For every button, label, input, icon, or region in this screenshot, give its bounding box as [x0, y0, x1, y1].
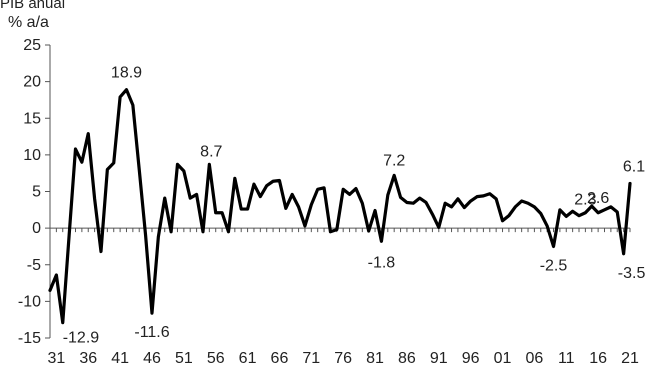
x-tick-label: 96: [462, 350, 480, 367]
y-tick-label: 5: [32, 184, 41, 201]
x-tick-label: 06: [525, 350, 543, 367]
x-tick-label: 11: [558, 350, 575, 367]
x-tick-label: 61: [239, 350, 257, 367]
y-axis-unit-label: % a/a: [8, 14, 49, 31]
y-tick-label: -10: [18, 293, 41, 310]
data-label: 6.1: [623, 158, 645, 175]
data-label: 8.7: [200, 143, 222, 160]
axes: [49, 45, 630, 338]
data-label: 2.6: [587, 190, 609, 207]
x-tick-label: 31: [47, 350, 65, 367]
y-tick-label: 25: [23, 37, 41, 54]
x-tick-label: 66: [271, 350, 289, 367]
data-label: 7.2: [383, 152, 405, 169]
x-tick-label: 76: [334, 350, 352, 367]
series-line: [48, 88, 632, 325]
x-tick-label: 71: [302, 350, 320, 367]
annotation-layer: -12.9 18.9 -11.6 8.7 -1.8 7.2 -2.5 2.32.6 -3.5 6.…: [63, 65, 646, 347]
x-tick-label: 21: [621, 350, 639, 367]
y-axis-ticks: 25 20 15 10 5 0 -5 -10 -15: [18, 37, 50, 347]
data-label: -12.9: [63, 330, 100, 347]
x-axis-ticks: 31 36 41 46 51 56 61 66 71 76 81 86 91 96 01 06 11 16 21: [47, 228, 639, 367]
x-tick-label: 41: [111, 350, 129, 367]
data-label: 18.9: [111, 65, 142, 82]
y-tick-label: 10: [23, 147, 41, 164]
y-tick-label: -15: [18, 330, 41, 347]
data-label: -2.5: [540, 257, 568, 274]
x-tick-label: 86: [398, 350, 416, 367]
x-tick-label: 56: [207, 350, 225, 367]
x-tick-label: 36: [79, 350, 97, 367]
data-label: -3.5: [618, 265, 646, 282]
y-tick-label: 15: [23, 110, 41, 127]
y-tick-label: 0: [32, 220, 41, 237]
x-tick-label: 51: [175, 350, 193, 367]
x-tick-label: 91: [430, 350, 448, 367]
data-label: -1.8: [368, 254, 396, 271]
series-layer: [48, 88, 632, 325]
x-tick-label: 46: [143, 350, 161, 367]
y-tick-label: 20: [23, 74, 41, 91]
y-tick-label: -5: [27, 257, 41, 274]
x-tick-label: 81: [366, 350, 384, 367]
x-tick-label: 16: [589, 350, 607, 367]
data-label: 2.3: [574, 191, 596, 208]
data-label: -11.6: [134, 324, 169, 341]
x-tick-label: 01: [494, 350, 512, 367]
chart-title: PIB anual: [0, 0, 65, 12]
